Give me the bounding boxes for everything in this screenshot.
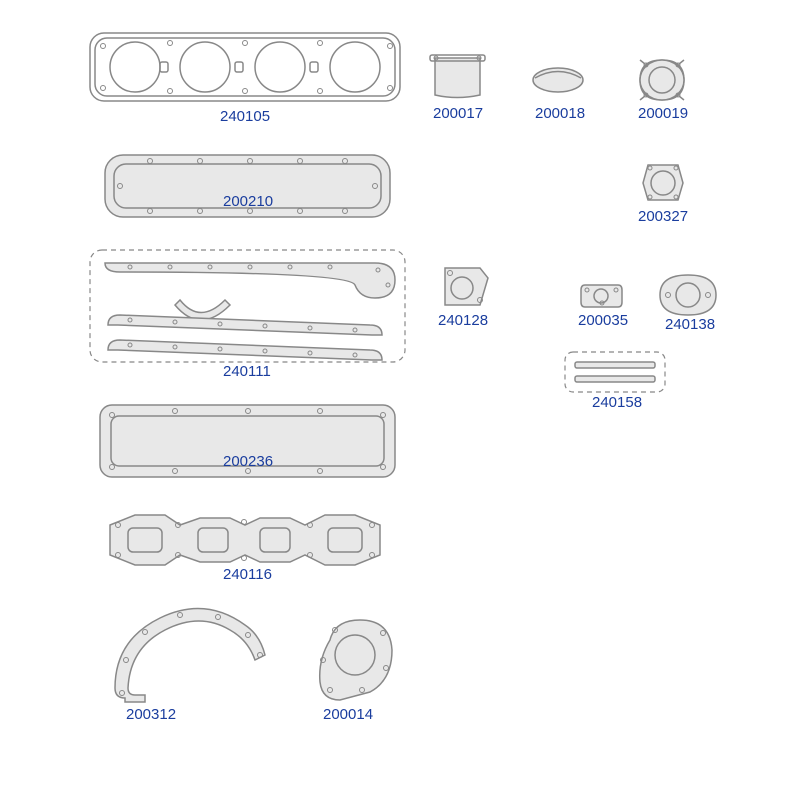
head-gasket-diagram	[90, 33, 400, 101]
label-240111: 240111	[223, 363, 271, 380]
label-200327: 200327	[638, 208, 688, 225]
label-200312: 200312	[126, 706, 176, 723]
small-flange-diagram	[581, 285, 622, 307]
ring1-diagram	[640, 60, 684, 100]
ring2-diagram	[643, 165, 683, 200]
strips-diagram	[565, 352, 665, 392]
label-240116: 240116	[223, 566, 272, 583]
ring3-diagram	[660, 275, 716, 315]
label-240128: 240128	[438, 312, 488, 329]
oil-pan-group-diagram	[90, 250, 405, 362]
label-240138: 240138	[665, 316, 715, 333]
manifold-diagram	[110, 515, 380, 565]
label-200018: 200018	[535, 105, 585, 122]
label-200210: 200210	[223, 193, 273, 210]
cap-diagram	[533, 68, 583, 92]
label-200014: 200014	[323, 706, 373, 723]
label-200017: 200017	[433, 105, 483, 122]
timing-cover-diagram	[115, 609, 265, 702]
label-200236: 200236	[223, 453, 273, 470]
label-240105: 240105	[220, 108, 270, 125]
fuel-pump-diagram	[445, 268, 488, 305]
water-pump-diagram	[320, 620, 392, 700]
plate-diagram	[430, 55, 485, 98]
label-200019: 200019	[638, 105, 688, 122]
label-240158: 240158	[592, 394, 642, 411]
label-200035: 200035	[578, 312, 628, 329]
